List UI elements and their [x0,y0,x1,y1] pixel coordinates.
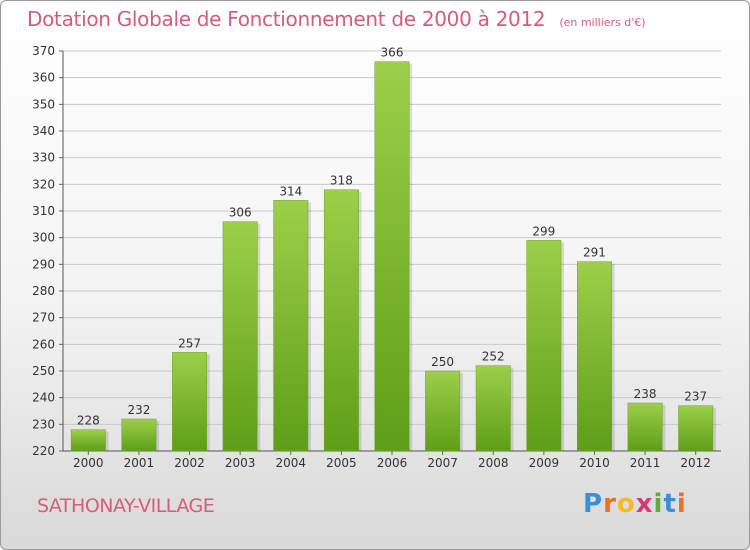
x-tick-label: 2012 [680,456,711,470]
bar [222,221,258,452]
data-label: 318 [330,174,353,188]
y-tick-label: 360 [32,71,55,85]
x-tick-label: 2003 [225,456,256,470]
data-label: 291 [583,246,606,260]
x-tick-label: 2011 [630,456,661,470]
bar [425,370,461,452]
bar [475,365,511,452]
y-tick-label: 310 [32,204,55,218]
chart-title: Dotation Globale de Fonctionnement de 20… [27,7,646,31]
data-label: 232 [127,403,150,417]
data-label: 238 [634,387,657,401]
logo-letter: o [616,489,636,519]
commune-name: SATHONAY-VILLAGE [37,495,215,517]
data-label: 299 [532,224,555,238]
data-label: 250 [431,355,454,369]
y-tick-label: 350 [32,97,55,111]
x-tick-label: 2004 [275,456,306,470]
y-tick-label: 290 [32,257,55,271]
data-label: 252 [482,350,505,364]
x-tick-label: 2009 [529,456,560,470]
labels: 220 230 240 250 260 270 280 290 300 310 320 330 340 3… [32,44,711,470]
bar [121,418,157,452]
proxiti-logo: Proxiti [583,489,687,519]
bar [323,189,359,452]
x-tick-label: 2005 [326,456,357,470]
data-label: 306 [229,206,252,220]
chart-subtitle: (en milliers d'€) [559,16,646,29]
bar [526,240,562,452]
bar [273,200,309,452]
bar [577,261,612,452]
y-tick-label: 370 [32,44,55,58]
bar [374,61,410,452]
y-tick-label: 330 [32,151,55,165]
y-tick-label: 340 [32,124,55,138]
logo-letter: r [603,489,617,519]
x-tick-label: 2001 [124,456,155,470]
y-tick-label: 260 [32,337,55,351]
data-label: 366 [381,46,404,60]
y-tick-label: 230 [32,417,55,431]
logo-letter: t [663,489,677,519]
x-tick-label: 2010 [579,456,610,470]
data-label: 228 [77,414,100,428]
y-tick-label: 320 [32,177,55,191]
bars [70,61,716,452]
bar [627,402,663,452]
logo-letter: x [635,489,654,519]
bar [678,405,714,452]
y-tick-label: 300 [32,231,55,245]
y-tick-label: 250 [32,364,55,378]
y-tick-label: 280 [32,284,55,298]
bar [70,429,106,452]
logo-letter: i [676,489,687,519]
chart-title-text: Dotation Globale de Fonctionnement de 20… [27,7,546,31]
data-label: 257 [178,336,201,350]
logo-letter: P [583,489,604,519]
y-tick-label: 270 [32,311,55,325]
y-tick-label: 240 [32,391,55,405]
x-tick-label: 2007 [427,456,458,470]
x-tick-label: 2000 [73,456,104,470]
logo-letter: i [653,489,664,519]
y-tick-label: 220 [32,444,55,458]
data-label: 237 [684,390,707,404]
bar [172,352,207,452]
x-tick-label: 2008 [478,456,509,470]
x-tick-label: 2006 [377,456,408,470]
x-tick-label: 2002 [174,456,205,470]
data-label: 314 [279,184,302,198]
